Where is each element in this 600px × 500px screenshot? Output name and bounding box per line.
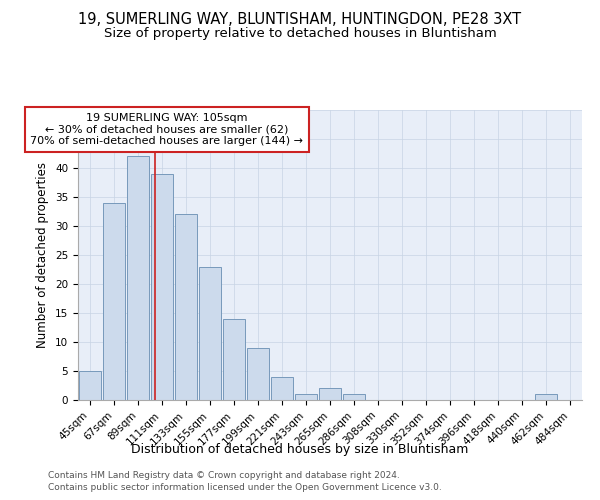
Bar [319, 388, 341, 400]
Bar [151, 174, 173, 400]
Text: 19, SUMERLING WAY, BLUNTISHAM, HUNTINGDON, PE28 3XT: 19, SUMERLING WAY, BLUNTISHAM, HUNTINGDO… [79, 12, 521, 28]
Bar [295, 394, 317, 400]
Text: Size of property relative to detached houses in Bluntisham: Size of property relative to detached ho… [104, 28, 496, 40]
Bar [343, 394, 365, 400]
Bar [103, 203, 125, 400]
Bar [223, 319, 245, 400]
Text: Distribution of detached houses by size in Bluntisham: Distribution of detached houses by size … [131, 442, 469, 456]
Bar [127, 156, 149, 400]
Y-axis label: Number of detached properties: Number of detached properties [37, 162, 49, 348]
Bar [79, 371, 101, 400]
Bar [199, 266, 221, 400]
Bar [271, 377, 293, 400]
Text: 19 SUMERLING WAY: 105sqm
← 30% of detached houses are smaller (62)
70% of semi-d: 19 SUMERLING WAY: 105sqm ← 30% of detach… [31, 113, 304, 146]
Bar [175, 214, 197, 400]
Text: Contains HM Land Registry data © Crown copyright and database right 2024.: Contains HM Land Registry data © Crown c… [48, 471, 400, 480]
Bar [247, 348, 269, 400]
Text: Contains public sector information licensed under the Open Government Licence v3: Contains public sector information licen… [48, 484, 442, 492]
Bar [535, 394, 557, 400]
